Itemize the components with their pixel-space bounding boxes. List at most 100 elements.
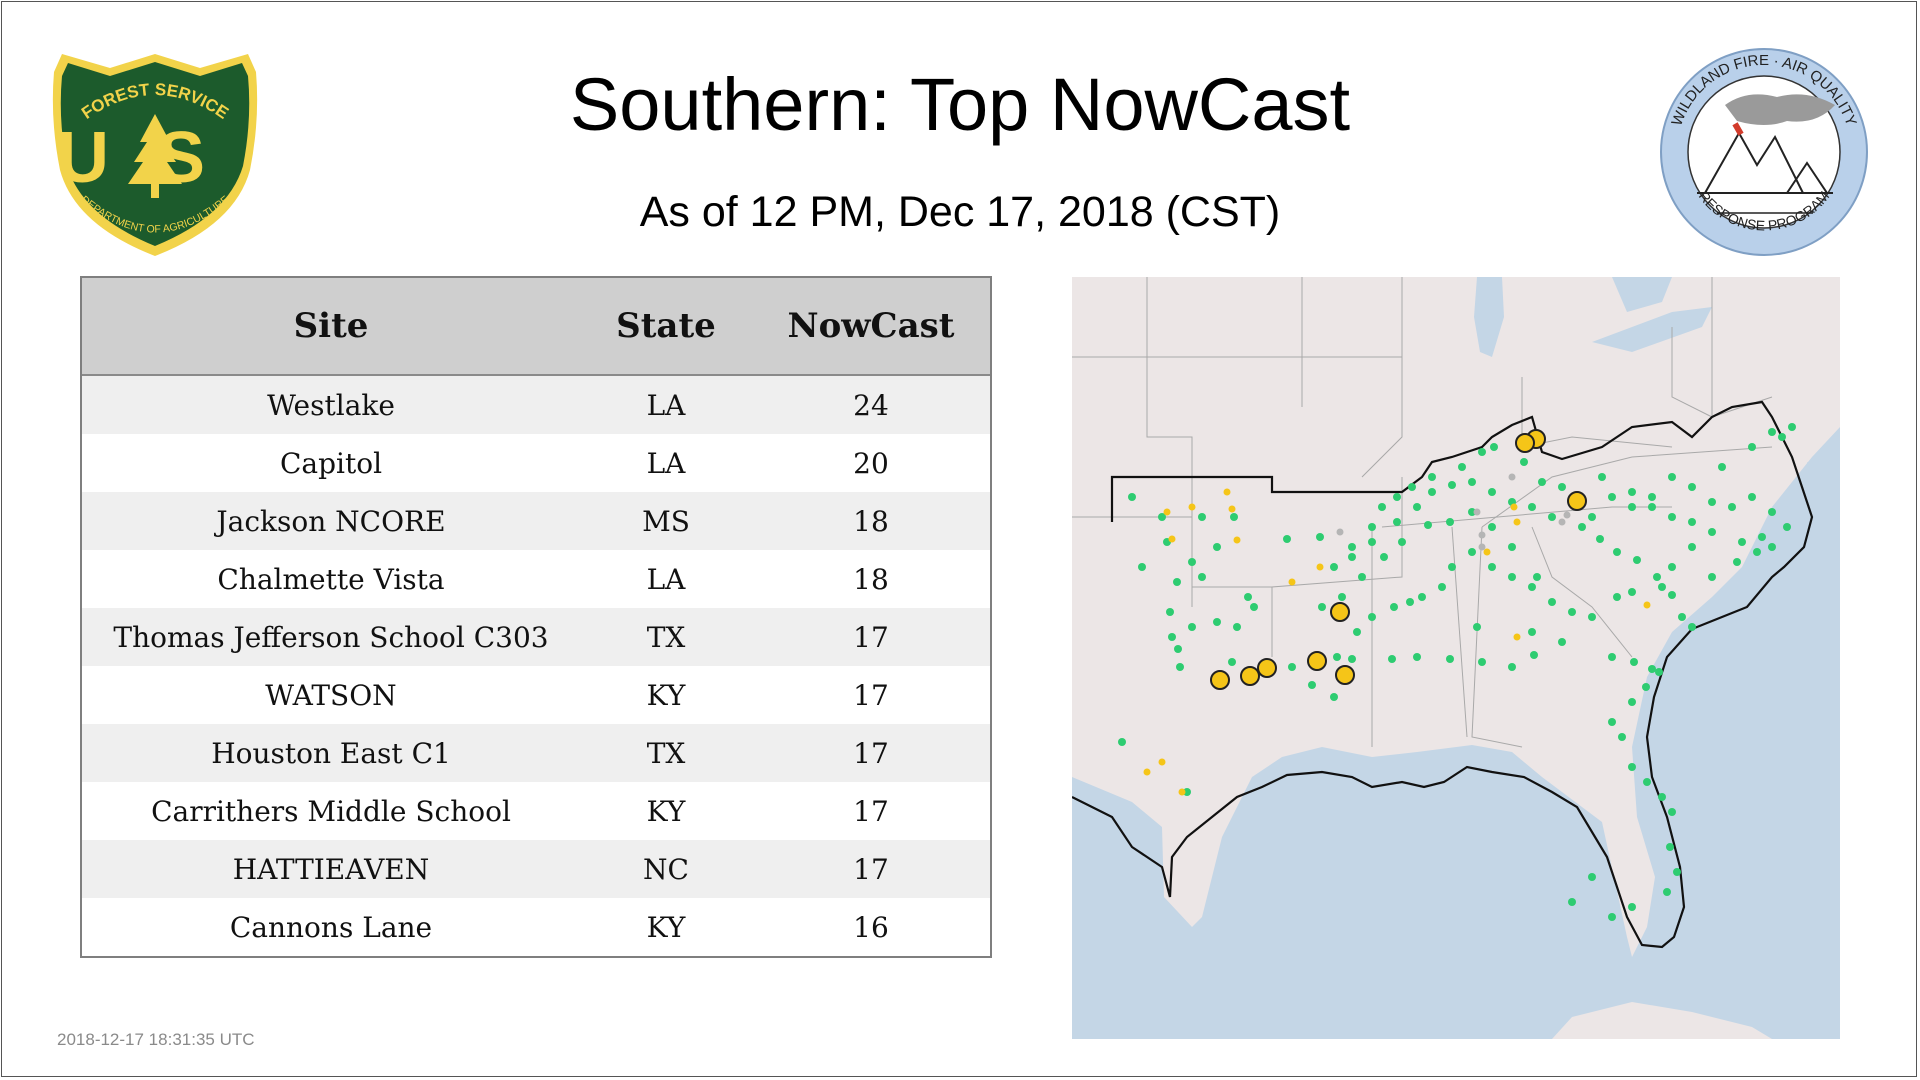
site-marker-good [1424, 521, 1432, 529]
site-marker-good [1528, 583, 1536, 591]
cell-nowcast: 20 [752, 434, 990, 492]
site-marker-good [1348, 655, 1356, 663]
page-title: Southern: Top NowCast [569, 63, 1351, 146]
site-marker-good [1413, 503, 1421, 511]
cell-state: KY [580, 898, 752, 956]
site-marker-good [1213, 543, 1221, 551]
site-marker-good [1728, 503, 1736, 511]
site-marker-moderate [1288, 578, 1296, 586]
site-marker-moderate [1223, 488, 1231, 496]
site-marker-moderate [1168, 535, 1176, 543]
site-marker-good [1520, 458, 1528, 466]
table-header-row: Site State NowCast [82, 278, 990, 376]
table-row: Thomas Jefferson School C303 TX 17 [82, 608, 990, 666]
cell-site: Houston East C1 [82, 724, 580, 782]
site-marker-good [1468, 478, 1476, 486]
site-marker-good [1233, 623, 1241, 631]
cell-site: Thomas Jefferson School C303 [82, 608, 580, 666]
site-marker-good [1198, 513, 1206, 521]
site-marker-top [1330, 602, 1350, 622]
monitor-sites-top [1210, 429, 1587, 690]
site-marker-moderate [1483, 548, 1491, 556]
site-marker-good [1473, 623, 1481, 631]
southern-region-outline [1072, 400, 1814, 949]
cell-state: TX [580, 608, 752, 666]
site-marker-moderate [1316, 563, 1324, 571]
table-row: WATSON KY 17 [82, 666, 990, 724]
site-marker-good [1668, 563, 1676, 571]
site-marker-moderate [1178, 788, 1186, 796]
cell-nowcast: 17 [752, 608, 990, 666]
site-marker-nodata [1336, 528, 1344, 536]
site-marker-good [1530, 651, 1538, 659]
site-marker-good [1678, 613, 1686, 621]
site-marker-good [1188, 623, 1196, 631]
site-marker-good [1408, 483, 1416, 491]
site-marker-good [1558, 638, 1566, 646]
monitor-sites-good [1118, 423, 1796, 921]
site-marker-good [1528, 503, 1536, 511]
site-marker-good [1380, 553, 1388, 561]
chesapeake-bay [1807, 462, 1824, 507]
site-marker-good [1428, 473, 1436, 481]
site-marker-good [1568, 898, 1576, 906]
site-marker-good [1166, 608, 1174, 616]
table-row: Chalmette Vista LA 18 [82, 550, 990, 608]
wildland-fire-air-quality-logo: WILDLAND FIRE · AIR QUALITY RESPONSE PRO… [1660, 48, 1868, 256]
cell-state: KY [580, 666, 752, 724]
site-marker-good [1228, 658, 1236, 666]
site-marker-good [1588, 873, 1596, 881]
site-marker-good [1648, 503, 1656, 511]
site-marker-good [1748, 443, 1756, 451]
site-marker-good [1368, 523, 1376, 531]
table-row: HATTIEAVEN NC 17 [82, 840, 990, 898]
site-marker-good [1533, 573, 1541, 581]
site-marker-nodata [1478, 543, 1486, 551]
site-marker-good [1173, 578, 1181, 586]
site-marker-good [1648, 493, 1656, 501]
nowcast-table: Site State NowCast Westlake LA 24 Capitol L… [80, 276, 992, 958]
monitor-sites-nodata [1336, 473, 1571, 551]
cell-state: NC [580, 840, 752, 898]
site-marker-good [1446, 655, 1454, 663]
forest-service-logo: FOREST SERVICE US DEPARTMENT OF AGRICULT… [52, 54, 258, 256]
site-marker-good [1663, 888, 1671, 896]
cell-nowcast: 17 [752, 840, 990, 898]
site-marker-good [1688, 518, 1696, 526]
site-marker-good [1748, 493, 1756, 501]
site-marker-moderate [1188, 503, 1196, 511]
site-marker-good [1768, 508, 1776, 516]
column-header-site: Site [82, 278, 580, 376]
site-marker-good [1733, 558, 1741, 566]
site-marker-good [1630, 658, 1638, 666]
cell-site: Cannons Lane [82, 898, 580, 956]
site-marker-good [1688, 483, 1696, 491]
site-marker-good [1548, 598, 1556, 606]
site-marker-good [1478, 658, 1486, 666]
cell-site: WATSON [82, 666, 580, 724]
site-marker-good [1655, 668, 1663, 676]
site-marker-good [1348, 553, 1356, 561]
site-marker-good [1358, 573, 1366, 581]
lake-erie [1592, 307, 1712, 352]
site-marker-good [1653, 573, 1661, 581]
site-marker-moderate [1513, 633, 1521, 641]
cell-site: Capitol [82, 434, 580, 492]
site-marker-good [1628, 588, 1636, 596]
site-marker-good [1378, 503, 1386, 511]
site-marker-good [1608, 913, 1616, 921]
site-marker-good [1353, 628, 1361, 636]
page-subtitle: As of 12 PM, Dec 17, 2018 (CST) [639, 188, 1281, 236]
site-marker-good [1758, 533, 1766, 541]
table-row: Capitol LA 20 [82, 434, 990, 492]
site-marker-good [1128, 493, 1136, 501]
site-marker-good [1488, 488, 1496, 496]
site-marker-good [1633, 556, 1641, 564]
site-marker-good [1708, 573, 1716, 581]
site-marker-good [1446, 518, 1454, 526]
cell-nowcast: 17 [752, 782, 990, 840]
site-marker-good [1198, 573, 1206, 581]
site-marker-top [1240, 666, 1260, 686]
southern-region-map [1072, 277, 1840, 1039]
site-marker-good [1608, 718, 1616, 726]
